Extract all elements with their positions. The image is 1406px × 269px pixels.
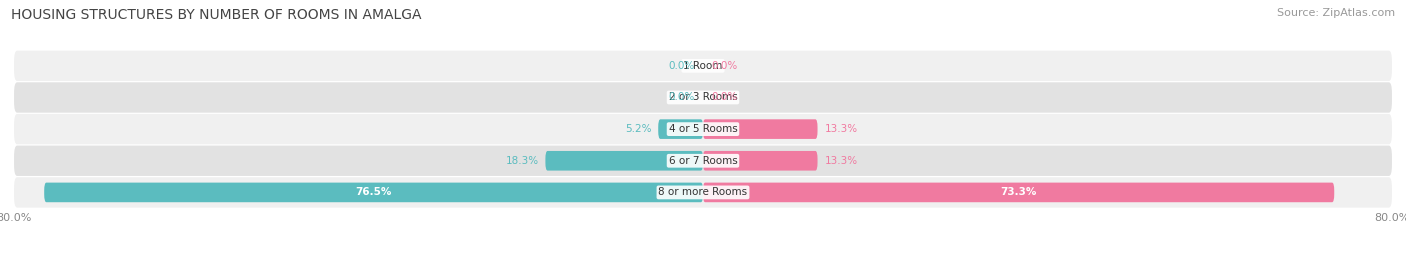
Text: 0.0%: 0.0% <box>711 93 738 102</box>
FancyBboxPatch shape <box>14 146 1392 176</box>
FancyBboxPatch shape <box>14 114 1392 144</box>
FancyBboxPatch shape <box>703 183 1334 202</box>
FancyBboxPatch shape <box>658 119 703 139</box>
Text: 0.0%: 0.0% <box>668 61 695 71</box>
Text: 2 or 3 Rooms: 2 or 3 Rooms <box>669 93 737 102</box>
FancyBboxPatch shape <box>44 183 703 202</box>
FancyBboxPatch shape <box>14 82 1392 113</box>
Text: 0.0%: 0.0% <box>711 61 738 71</box>
FancyBboxPatch shape <box>14 177 1392 208</box>
Text: 13.3%: 13.3% <box>824 124 858 134</box>
FancyBboxPatch shape <box>546 151 703 171</box>
Text: 6 or 7 Rooms: 6 or 7 Rooms <box>669 156 737 166</box>
Text: 0.0%: 0.0% <box>668 93 695 102</box>
FancyBboxPatch shape <box>703 119 817 139</box>
Text: 18.3%: 18.3% <box>505 156 538 166</box>
FancyBboxPatch shape <box>14 51 1392 81</box>
Text: 5.2%: 5.2% <box>624 124 651 134</box>
Text: 8 or more Rooms: 8 or more Rooms <box>658 187 748 197</box>
Text: 13.3%: 13.3% <box>824 156 858 166</box>
FancyBboxPatch shape <box>703 151 817 171</box>
Text: HOUSING STRUCTURES BY NUMBER OF ROOMS IN AMALGA: HOUSING STRUCTURES BY NUMBER OF ROOMS IN… <box>11 8 422 22</box>
Text: Source: ZipAtlas.com: Source: ZipAtlas.com <box>1277 8 1395 18</box>
Text: 73.3%: 73.3% <box>1001 187 1036 197</box>
Legend: Owner-occupied, Renter-occupied: Owner-occupied, Renter-occupied <box>575 266 831 269</box>
Text: 76.5%: 76.5% <box>356 187 392 197</box>
Text: 4 or 5 Rooms: 4 or 5 Rooms <box>669 124 737 134</box>
Text: 1 Room: 1 Room <box>683 61 723 71</box>
